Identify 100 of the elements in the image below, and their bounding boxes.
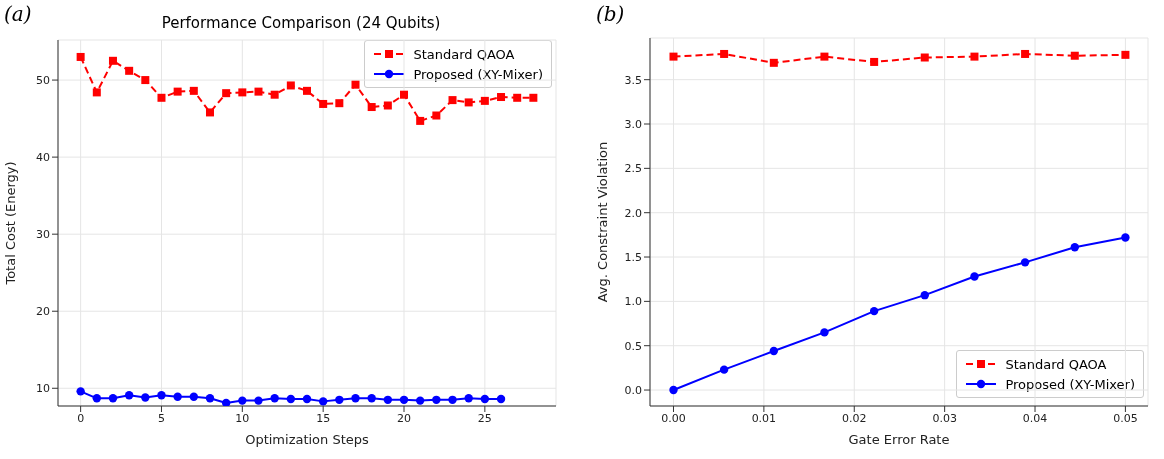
y-tick-label: 2.0: [624, 206, 642, 220]
point: [254, 87, 263, 96]
point: [189, 86, 198, 95]
y-tick-label: 0.0: [624, 383, 642, 397]
x-tick-label: 5: [157, 411, 165, 425]
point: [400, 90, 409, 99]
point: [513, 93, 522, 102]
legend-label: Proposed (XY-Mixer): [413, 66, 543, 82]
y-axis-title: Avg. Constraint Violation: [594, 141, 610, 303]
point: [367, 103, 376, 112]
chart-title: Performance Comparison (24 Qubits): [160, 14, 442, 32]
point: [238, 88, 247, 97]
point: [399, 395, 409, 405]
point: [769, 346, 779, 356]
point: [335, 395, 344, 405]
point: [970, 52, 979, 61]
point: [319, 99, 328, 108]
point: [76, 52, 85, 61]
point: [1070, 51, 1079, 60]
x-tick-label: 20: [397, 411, 412, 425]
point: [869, 306, 879, 316]
point: [416, 116, 425, 125]
point: [351, 394, 360, 403]
y-tick-label: 2.5: [624, 162, 642, 176]
point: [238, 396, 247, 405]
point: [286, 81, 295, 90]
x-tick-label: 0.04: [1022, 411, 1048, 425]
point: [920, 53, 929, 62]
point: [189, 392, 199, 401]
x-tick-label: 0.02: [842, 411, 867, 425]
point: [270, 394, 279, 403]
point: [367, 394, 376, 403]
point: [464, 394, 473, 403]
point: [448, 96, 457, 105]
point: [318, 397, 328, 406]
legend-label: Standard QAOA: [413, 46, 515, 62]
x-tick-label: 10: [235, 411, 250, 425]
point: [1020, 258, 1030, 267]
point: [1121, 233, 1130, 242]
point: [141, 76, 150, 85]
x-tick-label: 0.00: [661, 411, 686, 425]
point: [383, 101, 392, 110]
point: [415, 396, 425, 405]
y-tick-label: 3.0: [624, 117, 642, 131]
point: [108, 394, 118, 403]
point: [76, 387, 85, 396]
point: [1121, 50, 1130, 59]
point: [141, 393, 150, 402]
point: [124, 391, 134, 400]
point: [125, 66, 134, 75]
point: [205, 108, 214, 117]
point: [448, 395, 457, 405]
y-tick-label: 20: [36, 305, 50, 319]
point: [303, 86, 311, 95]
point: [496, 394, 506, 404]
point: [529, 93, 538, 102]
point: [335, 99, 344, 108]
y-tick-label: 10: [36, 382, 50, 396]
y-tick-label: 3.5: [624, 73, 642, 87]
point: [870, 57, 879, 66]
x-tick-label: 0.01: [751, 411, 777, 425]
point: [173, 392, 182, 401]
y-axis-title: Total Cost (Energy): [2, 161, 18, 286]
x-tick-label: 0: [77, 411, 85, 425]
legend-label: Proposed (XY-Mixer): [1005, 376, 1135, 392]
point: [480, 394, 490, 404]
point: [970, 272, 979, 281]
point: [92, 394, 102, 403]
point: [157, 391, 166, 400]
point: [92, 88, 101, 97]
point: [302, 394, 312, 404]
point: [820, 328, 829, 337]
y-tick-label: 1.0: [624, 295, 642, 309]
point: [173, 87, 182, 96]
y-tick-label: 40: [36, 151, 50, 165]
point: [464, 98, 473, 107]
y-tick-label: 50: [36, 73, 50, 87]
point: [221, 398, 231, 406]
point: [270, 90, 279, 99]
point: [720, 49, 729, 58]
point: [820, 52, 829, 61]
y-tick-label: 0.5: [624, 339, 642, 353]
y-tick-label: 30: [36, 228, 50, 242]
point: [254, 396, 263, 405]
text: (a): [4, 2, 32, 26]
point: [769, 58, 778, 67]
point: [432, 111, 441, 120]
point: [157, 93, 166, 102]
point: [286, 394, 296, 404]
point: [1021, 49, 1030, 58]
x-axis-title: Optimization Steps: [245, 432, 370, 447]
point: [205, 394, 215, 403]
point: [351, 80, 360, 89]
point: [669, 52, 678, 61]
point: [383, 395, 393, 405]
x-tick-label: 15: [316, 411, 331, 425]
point: [719, 365, 729, 374]
x-tick-label: 0.05: [1113, 411, 1138, 425]
text: (b): [596, 2, 625, 26]
point: [1070, 243, 1079, 252]
